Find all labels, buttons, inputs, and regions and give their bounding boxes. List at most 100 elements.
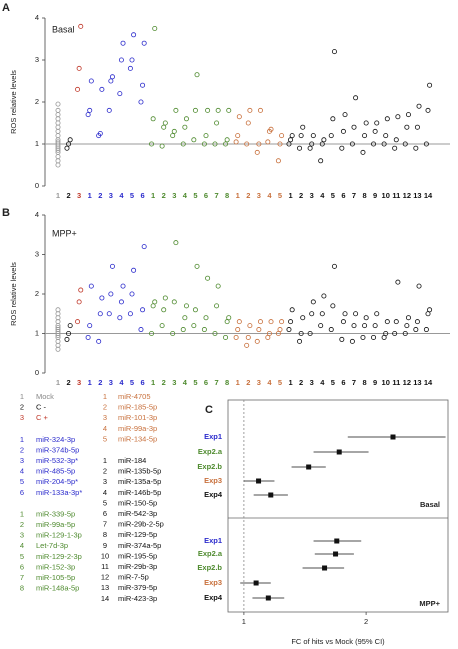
key-name: miR-129-1-3p xyxy=(36,531,82,540)
panel-letter: C xyxy=(205,404,213,416)
data-point xyxy=(67,323,73,329)
data-point xyxy=(97,130,103,136)
panel-title: MPP+ xyxy=(52,228,77,238)
key-name: miR-134-5p xyxy=(118,434,157,443)
key-number: 6 xyxy=(20,488,24,497)
key-number: 12 xyxy=(101,573,109,582)
data-point xyxy=(319,141,325,147)
y-axis-label: ROS relative levels xyxy=(9,70,18,134)
estimate-marker xyxy=(390,434,396,440)
data-point xyxy=(85,334,91,340)
x-tick-label: 1 xyxy=(236,378,240,387)
key-number: 1 xyxy=(103,392,107,401)
data-point xyxy=(395,114,401,120)
data-point xyxy=(340,319,346,325)
data-point xyxy=(342,311,348,317)
y-tick-label: 1 xyxy=(35,139,39,148)
key-name: miR-374a-5p xyxy=(118,541,161,550)
x-tick-label: 3 xyxy=(310,191,314,200)
key-number: 3 xyxy=(20,456,24,465)
data-point xyxy=(339,145,345,151)
key-number: 4 xyxy=(103,424,107,433)
plot-frame xyxy=(227,399,449,613)
data-point xyxy=(76,299,82,305)
data-point xyxy=(55,124,61,130)
data-point xyxy=(381,141,387,147)
data-point xyxy=(288,319,294,325)
data-point xyxy=(342,112,348,118)
x-tick-label: 5 xyxy=(278,378,282,387)
data-point xyxy=(374,120,380,126)
data-point xyxy=(286,141,292,147)
data-point xyxy=(140,82,146,88)
key-name: miR-99a-5p xyxy=(36,520,75,529)
key-number: 11 xyxy=(101,562,109,571)
x-tick-label: 2 xyxy=(364,617,368,626)
data-point xyxy=(203,133,209,139)
data-point xyxy=(372,323,378,329)
key-number: 5 xyxy=(20,477,24,486)
x-tick-label: 12 xyxy=(403,378,411,387)
x-tick-label: 10 xyxy=(382,191,390,200)
data-point xyxy=(307,145,313,151)
key-name: miR-204-5p* xyxy=(36,477,78,486)
data-point xyxy=(360,149,366,155)
data-point xyxy=(328,133,334,139)
data-point xyxy=(268,126,274,132)
data-point xyxy=(55,116,61,122)
y-tick-label: 3 xyxy=(35,249,39,258)
row-label: Exp4 xyxy=(204,593,223,602)
x-tick-label: 7 xyxy=(214,191,218,200)
key-name: miR-135b-5p xyxy=(118,467,161,476)
x-tick-label: 2 xyxy=(98,378,102,387)
data-point xyxy=(108,78,114,84)
key-number: 8 xyxy=(20,584,24,593)
x-tick-label: 2 xyxy=(66,378,70,387)
data-point xyxy=(413,327,419,333)
data-point xyxy=(223,334,229,340)
x-tick-label: 14 xyxy=(424,378,433,387)
row-label: Exp2.a xyxy=(198,549,223,558)
x-tick-label: 3 xyxy=(77,378,81,387)
key-name: miR-129-2-3p xyxy=(36,552,82,561)
data-point xyxy=(297,145,303,151)
x-tick-label: 2 xyxy=(246,191,250,200)
data-point xyxy=(106,311,112,317)
data-point xyxy=(254,338,260,344)
key-name: Let-7d-3p xyxy=(36,541,68,550)
key-number: 1 xyxy=(20,509,24,518)
data-point xyxy=(67,137,73,143)
data-point xyxy=(108,291,114,297)
x-tick-label: 5 xyxy=(331,191,335,200)
data-point xyxy=(423,141,429,147)
data-point xyxy=(405,112,411,118)
data-point xyxy=(349,141,355,147)
x-tick-label: 6 xyxy=(204,378,208,387)
x-tick-label: 6 xyxy=(140,191,144,200)
row-label: Exp2.a xyxy=(198,447,223,456)
key-number: 6 xyxy=(20,562,24,571)
key-number: 5 xyxy=(20,552,24,561)
data-point xyxy=(75,86,81,92)
data-point xyxy=(351,124,357,130)
data-point xyxy=(244,342,250,348)
data-point xyxy=(159,143,165,149)
data-point xyxy=(171,128,177,134)
data-point xyxy=(194,263,200,269)
data-point xyxy=(393,319,399,325)
data-point xyxy=(66,330,72,336)
data-point xyxy=(321,293,327,299)
key-number: 2 xyxy=(20,445,24,454)
data-point xyxy=(78,287,84,293)
data-point xyxy=(127,311,133,317)
data-point xyxy=(277,141,283,147)
key-number: 14 xyxy=(101,594,109,603)
data-point xyxy=(254,149,260,155)
panel-name: Basal xyxy=(420,500,440,509)
x-tick-label: 8 xyxy=(362,378,366,387)
data-point xyxy=(353,311,359,317)
data-point xyxy=(120,283,126,289)
data-point xyxy=(266,330,272,336)
data-point xyxy=(247,323,253,329)
row-label: Exp2.b xyxy=(197,462,222,471)
